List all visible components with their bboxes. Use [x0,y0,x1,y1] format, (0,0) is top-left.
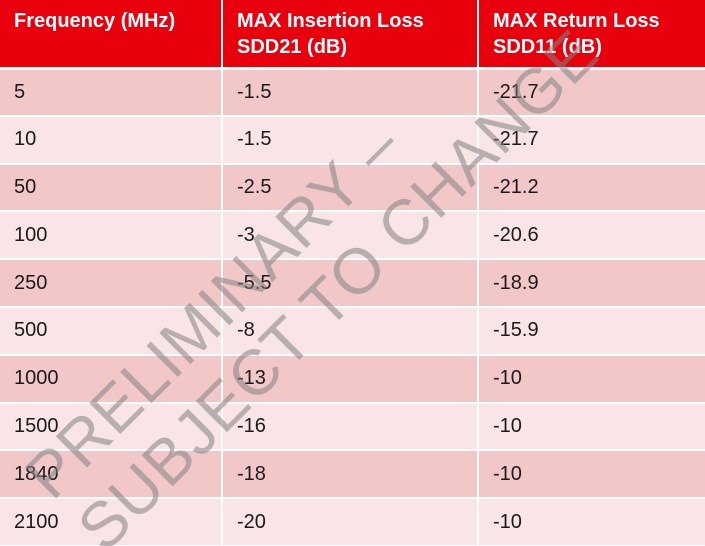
insertion-loss-cell: -1.5 [222,68,479,117]
insertion-loss-cell: -13 [222,354,479,404]
frequency-cell: 1500 [0,402,223,452]
table-row: 250 -5.5 -18.9 [0,259,705,308]
insertion-loss-cell: -3 [222,211,479,261]
return-loss-cell: -20.6 [478,211,705,261]
return-loss-cell: -10 [478,498,705,546]
table-row: 2100 -20 -10 [0,498,705,546]
header-row: Frequency (MHz) MAX Insertion Loss SDD21… [0,0,705,70]
return-loss-cell: -21.7 [478,115,705,165]
insertion-loss-cell: -5.5 [222,259,479,308]
return-loss-cell: -10 [478,402,705,452]
insertion-loss-cell: -16 [222,402,479,452]
return-loss-cell: -15.9 [478,306,705,356]
frequency-cell: 1000 [0,354,223,404]
return-loss-cell: -18.9 [478,259,705,308]
return-loss-cell: -21.2 [478,163,705,213]
frequency-cell: 1840 [0,450,223,500]
insertion-loss-cell: -1.5 [222,115,479,165]
table-row: 500 -8 -15.9 [0,306,705,356]
header-insertion-loss: MAX Insertion Loss SDD21 (dB) [222,0,479,70]
frequency-cell: 10 [0,115,223,165]
frequency-cell: 100 [0,211,223,261]
insertion-loss-cell: -8 [222,306,479,356]
header-return-loss: MAX Return Loss SDD11 (dB) [478,0,705,70]
frequency-cell: 250 [0,259,223,308]
table-row: 1500 -16 -10 [0,402,705,452]
return-loss-cell: -10 [478,450,705,500]
insertion-loss-cell: -20 [222,498,479,546]
return-loss-cell: -21.7 [478,68,705,117]
table-row: 10 -1.5 -21.7 [0,115,705,165]
frequency-cell: 5 [0,68,223,117]
frequency-cell: 500 [0,306,223,356]
return-loss-cell: -10 [478,354,705,404]
frequency-cell: 50 [0,163,223,213]
frequency-cell: 2100 [0,498,223,546]
header-frequency: Frequency (MHz) [0,0,223,70]
table-row: 1000 -13 -10 [0,354,705,404]
table-row: 5 -1.5 -21.7 [0,68,705,117]
table-row: 1840 -18 -10 [0,450,705,500]
insertion-loss-cell: -2.5 [222,163,479,213]
table-row: 50 -2.5 -21.2 [0,163,705,213]
table-row: 100 -3 -20.6 [0,211,705,261]
insertion-loss-cell: -18 [222,450,479,500]
